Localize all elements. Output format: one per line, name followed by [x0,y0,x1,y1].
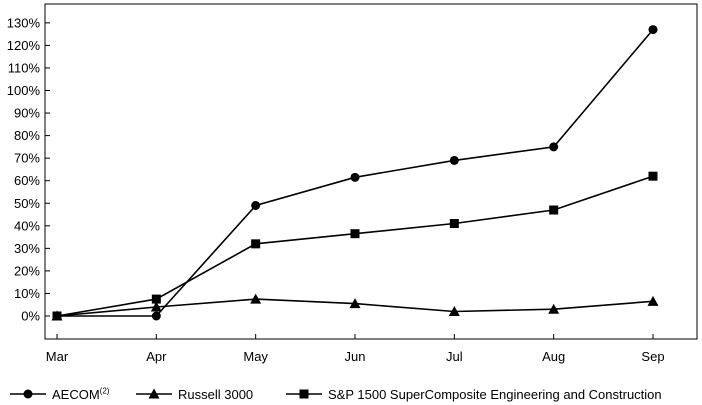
x-tick-label: May [243,349,268,364]
data-point-square [151,294,161,304]
y-tick-label: 100% [7,83,41,98]
series-line-square [56,175,654,317]
legend-label-aecom: AECOM [52,386,100,402]
data-point-circle [350,172,360,182]
data-point-square [52,311,62,321]
data-point-triangle [647,295,659,306]
legend-item-aecom: AECOM(2) [8,384,109,404]
y-tick-label: 90% [14,106,40,121]
data-point-square [549,205,559,215]
data-point-circle [151,311,161,321]
data-point-triangle [250,293,262,304]
x-tick-label: Jul [446,349,463,364]
x-tick-label: Apr [146,349,167,364]
data-point-circle [251,201,261,211]
data-point-triangle [349,298,361,309]
data-point-square [449,219,459,229]
y-tick-label: 130% [7,15,41,30]
y-tick-label: 60% [14,173,40,188]
legend-label-sp1500: S&P 1500 SuperComposite Engineering and … [328,386,662,402]
series-line-circle [57,29,654,317]
data-point-circle [449,155,459,165]
data-point-circle [549,142,559,152]
legend-item-russell: Russell 3000 [134,384,253,404]
data-point-triangle [448,305,460,316]
y-tick-label: 20% [14,263,40,278]
series-lines [56,29,654,317]
legend-swatch-square [286,389,322,399]
legend-item-sp1500: S&P 1500 SuperComposite Engineering and … [284,384,662,404]
legend: AECOM(2) Russell 3000 S&P 1500 SuperComp… [0,384,702,404]
y-tick-label: 0% [21,309,40,324]
y-tick-label: 30% [14,241,40,256]
legend-swatch-triangle [136,388,172,399]
y-tick-label: 50% [14,196,40,211]
legend-swatch-circle [10,389,46,399]
y-tick-label: 120% [7,38,41,53]
data-point-square [350,229,360,239]
y-tick-label: 70% [14,151,40,166]
data-point-circle [648,25,658,35]
legend-footnote-aecom: (2) [99,386,110,396]
line-chart: 0% 10% 20% 30% 40% 50% 60% 70% 80% 90% 100% 110% 120… [7,3,698,364]
y-tick-label: 10% [14,286,40,301]
y-tick-label: 80% [14,128,40,143]
data-point-triangle [150,301,162,312]
series-markers [51,25,659,321]
plot-frame [44,3,698,340]
x-tick-label: Jun [345,349,366,364]
legend-label-russell: Russell 3000 [178,386,254,402]
y-axis-ticks: 0% 10% 20% 30% 40% 50% 60% 70% 80% 90% 100% 110% 120… [7,15,50,324]
data-point-square [251,239,261,249]
y-tick-label: 110% [8,60,41,75]
x-tick-label: Aug [542,349,565,364]
x-tick-label: Sep [641,349,664,364]
x-tick-label: Mar [46,349,69,364]
x-axis-ticks: Mar Apr May Jun Jul Aug Sep [46,334,665,364]
y-tick-label: 40% [14,218,40,233]
data-point-triangle [548,303,560,314]
data-point-square [648,171,658,181]
